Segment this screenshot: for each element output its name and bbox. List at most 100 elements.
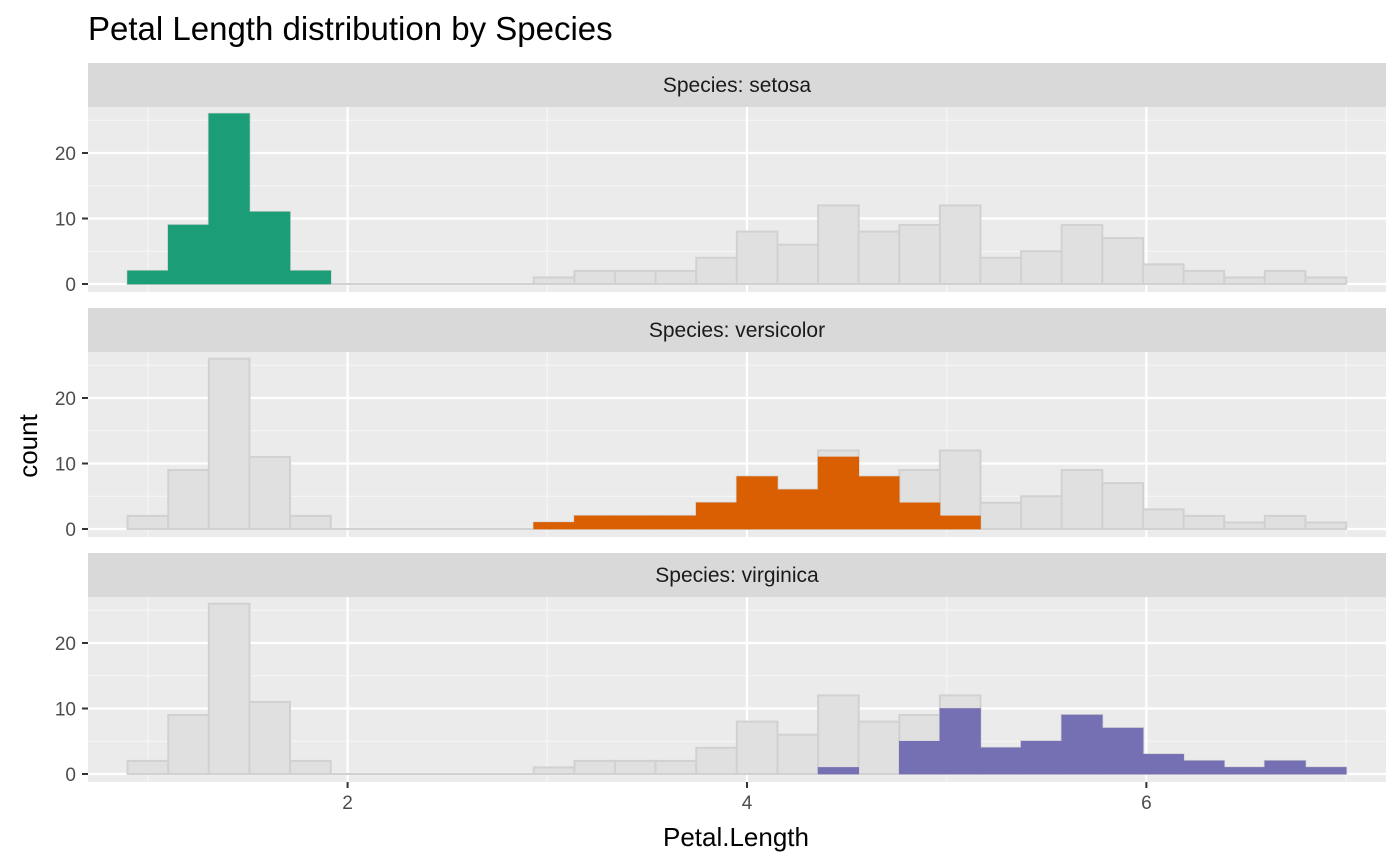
background-bar (857, 230, 901, 286)
background-bar (167, 714, 210, 775)
y-axis-title: count (13, 413, 43, 477)
bar-versicolor (736, 476, 778, 530)
bar-setosa (167, 224, 210, 285)
facet-strip-label: Species: virginica (655, 564, 819, 587)
background-bar (126, 514, 170, 531)
bar-virginica (899, 740, 941, 775)
facet-strip (88, 308, 1386, 352)
x-axis-title: Petal.Length (663, 822, 809, 852)
chart-title: Petal Length distribution by Species (88, 10, 613, 47)
background-bar (1304, 276, 1348, 286)
facet-strip (88, 553, 1386, 597)
background-bar (573, 759, 617, 776)
facet-panel-versicolor: Species: versicolor 0 10 20 (55, 308, 1386, 541)
x-tick-label: 6 (1141, 793, 1152, 814)
bar-versicolor (858, 476, 900, 530)
bar-virginica (980, 747, 1022, 775)
background-bar (1101, 482, 1145, 530)
facet-strip (88, 63, 1386, 107)
background-bar (1020, 250, 1063, 285)
background-bar (1141, 508, 1185, 531)
bar-virginica (1223, 767, 1266, 775)
background-bar (207, 602, 251, 776)
bar-versicolor (574, 515, 616, 530)
x-tick-label: 2 (342, 793, 353, 814)
facet-panel-virginica: Species: virginica 0 10 20 2 4 6 (55, 553, 1386, 814)
background-bar (776, 733, 820, 776)
background-bar (1141, 263, 1185, 286)
background-bar (817, 204, 860, 285)
bar-setosa (289, 270, 332, 285)
background-bar (654, 759, 698, 776)
bar-setosa (208, 113, 250, 285)
background-bar (654, 269, 698, 285)
y-tick-label: 20 (55, 144, 76, 165)
bar-versicolor (655, 515, 697, 530)
background-bar (248, 700, 291, 776)
background-bar (207, 357, 251, 531)
background-bar (1223, 521, 1266, 531)
background-bar (857, 720, 901, 775)
background-bar (695, 746, 738, 775)
bar-virginica (1264, 760, 1306, 775)
background-bar (532, 276, 576, 286)
bar-virginica (1020, 740, 1063, 775)
bar-versicolor (533, 522, 575, 530)
background-bar (735, 720, 779, 775)
background-bar (289, 759, 332, 776)
bar-virginica (939, 708, 981, 775)
bar-virginica (1305, 767, 1347, 775)
y-tick-label: 10 (55, 700, 76, 721)
bar-setosa (127, 270, 169, 285)
background-bar (613, 759, 657, 776)
y-tick-label: 0 (65, 765, 76, 786)
bar-virginica (1142, 754, 1184, 775)
background-bar (776, 243, 820, 285)
background-bar (532, 766, 576, 776)
y-tick-label: 0 (65, 275, 76, 296)
bar-virginica (817, 767, 859, 775)
x-tick-label: 4 (742, 793, 753, 814)
y-tick-label: 10 (55, 210, 76, 231)
facet-panel-setosa: Species: setosa 0 10 20 (55, 63, 1386, 296)
background-bar (1060, 469, 1104, 530)
background-bar (817, 694, 860, 776)
bar-setosa (249, 211, 291, 285)
background-bar (573, 269, 617, 285)
y-tick-label: 20 (55, 634, 76, 655)
background-bar (1060, 224, 1104, 286)
background-bar (898, 224, 941, 286)
background-bar (1263, 514, 1307, 531)
background-bar (1223, 276, 1266, 286)
background-bar (1304, 521, 1348, 531)
bar-versicolor (817, 456, 859, 530)
background-bar (695, 256, 738, 285)
background-bar (1182, 514, 1226, 531)
y-tick-label: 20 (55, 389, 76, 410)
background-bar (979, 501, 1023, 530)
bar-versicolor (695, 502, 738, 530)
y-tick-label: 0 (65, 520, 76, 541)
background-bar (167, 469, 210, 530)
background-bar (938, 204, 982, 285)
facet-strip-label: Species: versicolor (649, 319, 825, 342)
background-bar (289, 514, 332, 531)
background-bar (248, 455, 291, 531)
background-bar (1020, 495, 1063, 530)
y-tick-label: 10 (55, 455, 76, 476)
bar-versicolor (614, 515, 656, 530)
facet-strip-label: Species: setosa (663, 74, 812, 97)
background-bar (1182, 269, 1226, 285)
background-bar (126, 759, 170, 776)
bar-virginica (1102, 727, 1144, 775)
background-bar (1263, 269, 1307, 285)
background-bar (1101, 237, 1145, 285)
bar-virginica (1183, 760, 1225, 775)
background-bar (613, 269, 657, 285)
background-bar (979, 256, 1023, 285)
bar-virginica (1061, 714, 1103, 775)
bar-versicolor (777, 489, 819, 530)
bar-versicolor (939, 515, 981, 530)
